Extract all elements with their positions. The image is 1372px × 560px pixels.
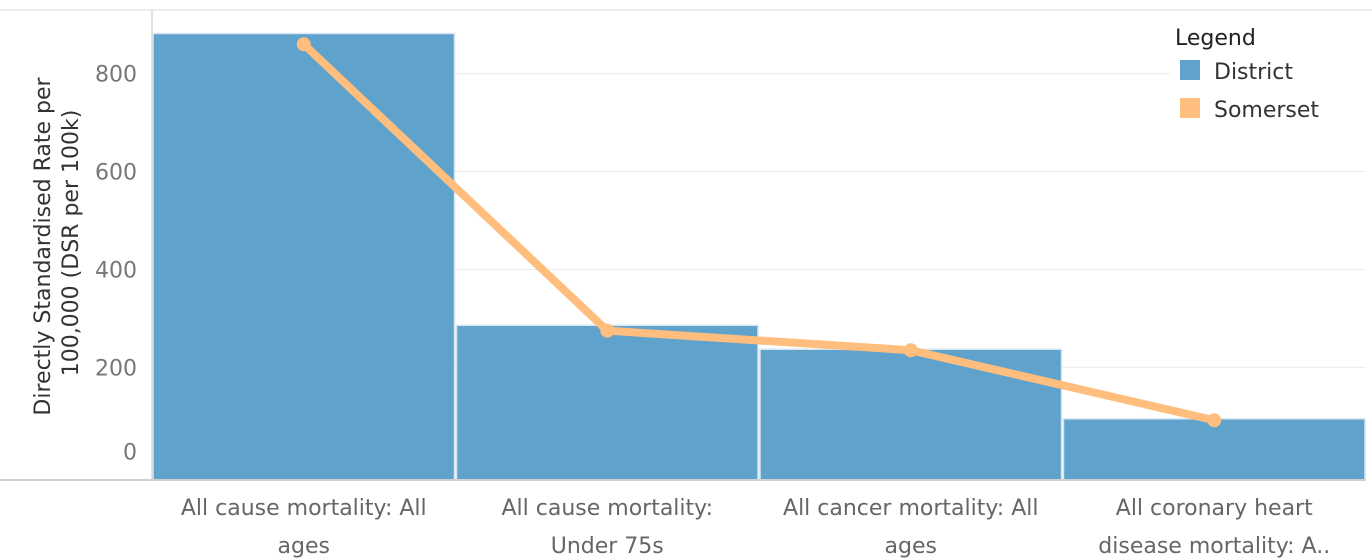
x-axis-categories: All cause mortality: All ages All cause mo… (181, 496, 1330, 559)
legend-swatch-somerset (1180, 98, 1200, 118)
bar-district-1 (455, 324, 759, 481)
x-category-label-2: All cancer mortality: All ages (783, 496, 1038, 559)
y-tick-label: 800 (95, 63, 137, 88)
y-axis-title-line1: Directly Standardised Rate per (31, 76, 56, 415)
x-category-label-3: All coronary heart disease mortality: A.. (1098, 496, 1330, 559)
point-somerset-1 (600, 323, 615, 338)
y-axis-title-line2: 100,000 (DSR per 100k) (59, 110, 84, 377)
legend-swatch-district (1180, 60, 1200, 80)
legend-label-district: District (1214, 60, 1293, 85)
legend: Legend District Somerset (1170, 18, 1370, 128)
point-somerset-0 (296, 37, 311, 52)
x-category-label-1: All cause mortality: Under 75s (501, 496, 713, 559)
bar-district-0 (152, 32, 456, 481)
legend-label-somerset: Somerset (1214, 98, 1319, 123)
bar-district-3 (1062, 418, 1366, 481)
y-axis-title: Directly Standardised Rate per 100,000 (… (31, 70, 84, 415)
axes (0, 9, 1372, 481)
point-somerset-2 (903, 343, 918, 358)
bar-district-2 (759, 348, 1063, 481)
y-tick-label: 0 (123, 440, 137, 465)
y-tick-label: 400 (95, 258, 137, 283)
line-somerset (299, 40, 1219, 425)
y-axis-ticks: 0 200 400 600 800 (95, 63, 137, 466)
line-series-somerset (296, 37, 1222, 428)
y-tick-label: 600 (95, 161, 137, 186)
point-somerset-3 (1207, 413, 1222, 428)
y-tick-label: 200 (95, 356, 137, 381)
legend-title: Legend (1175, 26, 1256, 51)
legend-background (1170, 18, 1370, 128)
bar-series-district (152, 32, 1366, 481)
x-category-label-0: All cause mortality: All ages (181, 496, 427, 559)
